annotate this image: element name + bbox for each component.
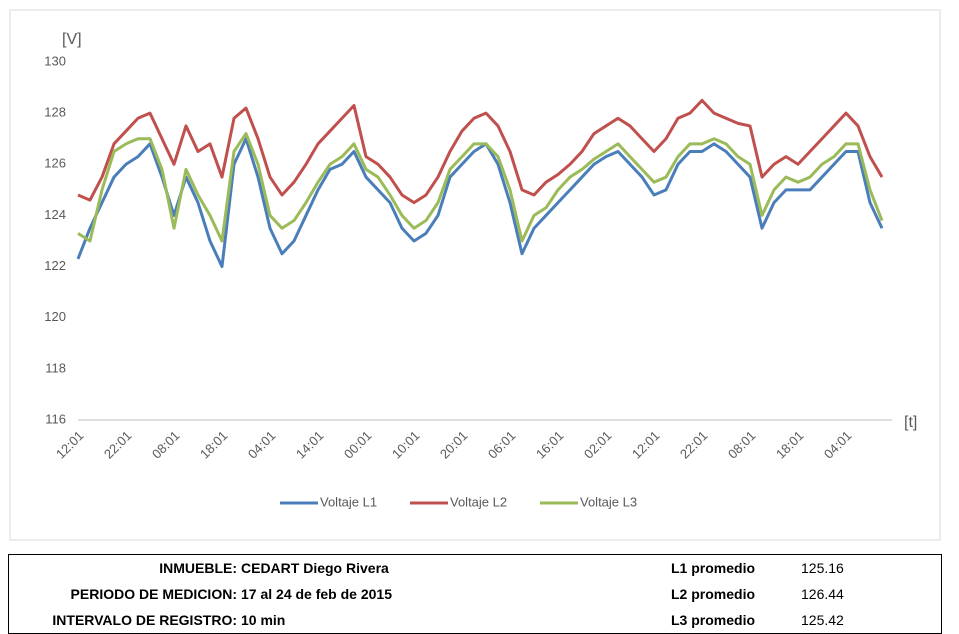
y-tick-label: 128 bbox=[44, 105, 66, 120]
line-series bbox=[77, 98, 884, 205]
info-cell: 17 al 24 de feb de 2015 bbox=[241, 586, 392, 602]
y-tick-label: 126 bbox=[44, 156, 66, 171]
info-row: INTERVALO DE REGISTRO: 10 min L3 promedio 1… bbox=[9, 607, 941, 633]
info-cell: L2 promedio bbox=[671, 586, 756, 602]
info-cell: L1 promedio bbox=[671, 560, 756, 576]
info-table: INMUEBLE: CEDART Diego Rivera L1 promedio 1… bbox=[9, 555, 941, 633]
y-tick-label: 124 bbox=[44, 207, 66, 222]
info-cell: 125.16 bbox=[801, 560, 844, 576]
legend-label: Voltaje L3 bbox=[580, 494, 637, 509]
y-tick-label: 130 bbox=[44, 53, 66, 68]
y-axis-label: [V] bbox=[62, 31, 82, 48]
x-axis-label: [t] bbox=[904, 414, 917, 431]
info-box: INMUEBLE: CEDART Diego Rivera L1 promedio 1… bbox=[8, 554, 942, 634]
info-cell: CEDART Diego Rivera bbox=[241, 560, 389, 576]
info-cell: INMUEBLE: bbox=[159, 560, 237, 576]
y-tick-label: 118 bbox=[45, 360, 66, 375]
legend-label: Voltaje L2 bbox=[450, 494, 507, 509]
info-row: PERIODO DE MEDICION: 17 al 24 de feb de 2… bbox=[9, 581, 941, 607]
info-cell: 126.44 bbox=[801, 586, 844, 602]
info-row: INMUEBLE: CEDART Diego Rivera L1 promedio 1… bbox=[9, 555, 941, 581]
y-tick-label: 116 bbox=[45, 411, 66, 426]
y-tick-label: 120 bbox=[44, 309, 66, 324]
info-cell: PERIODO DE MEDICION: bbox=[70, 586, 237, 602]
line-series bbox=[76, 137, 884, 269]
info-cell: INTERVALO DE REGISTRO: bbox=[52, 612, 237, 628]
chart-frame bbox=[9, 9, 941, 541]
info-cell: 125.42 bbox=[801, 612, 844, 628]
y-tick-label: 122 bbox=[44, 258, 66, 273]
info-cell: 10 min bbox=[241, 612, 286, 628]
info-cell: L3 promedio bbox=[671, 612, 756, 628]
line-series bbox=[77, 132, 884, 243]
legend-label: Voltaje L1 bbox=[320, 494, 377, 509]
